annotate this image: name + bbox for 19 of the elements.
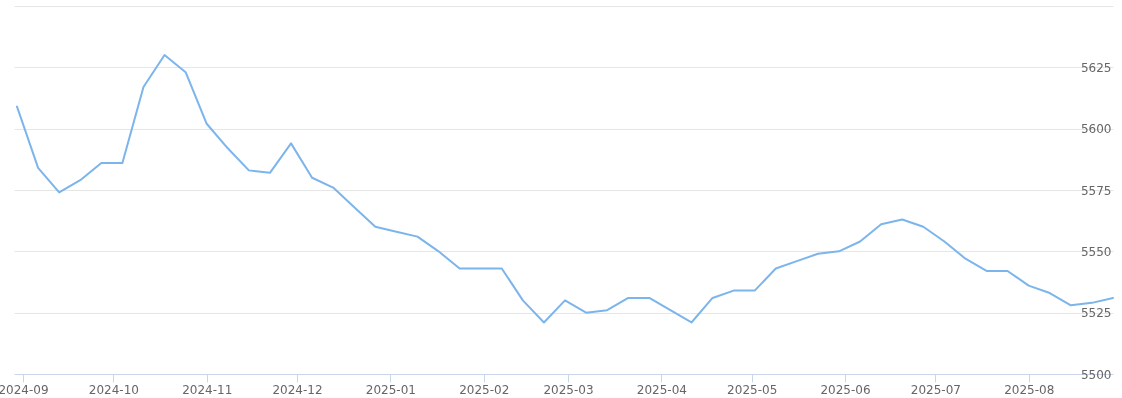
x-tick-label: 2025-05 [727, 382, 778, 397]
x-tick-label: 2024-12 [272, 382, 323, 397]
x-tick-label: 2024-10 [88, 382, 139, 397]
x-tick-label: 2024-11 [182, 382, 233, 397]
x-tick-label: 2025-03 [543, 382, 594, 397]
x-tick-label: 2025-02 [459, 382, 510, 397]
x-tick-label: 2025-04 [636, 382, 687, 397]
x-tick-label: 2025-07 [910, 382, 961, 397]
y-tick-label: 5575 [1080, 183, 1112, 198]
x-tick-label: 2025-06 [820, 382, 871, 397]
y-tick-label: 5525 [1080, 306, 1112, 321]
x-tick-label: 2025-08 [1004, 382, 1055, 397]
x-tick-label: 2025-01 [365, 382, 416, 397]
y-tick-label: 5625 [1080, 60, 1112, 75]
y-tick-label: 5500 [1080, 367, 1112, 382]
y-tick-label: 5550 [1080, 244, 1112, 259]
line-series [16, 54, 1114, 324]
y-tick-label: 5600 [1080, 122, 1112, 137]
x-tick-label: 2024-09 [0, 382, 49, 397]
